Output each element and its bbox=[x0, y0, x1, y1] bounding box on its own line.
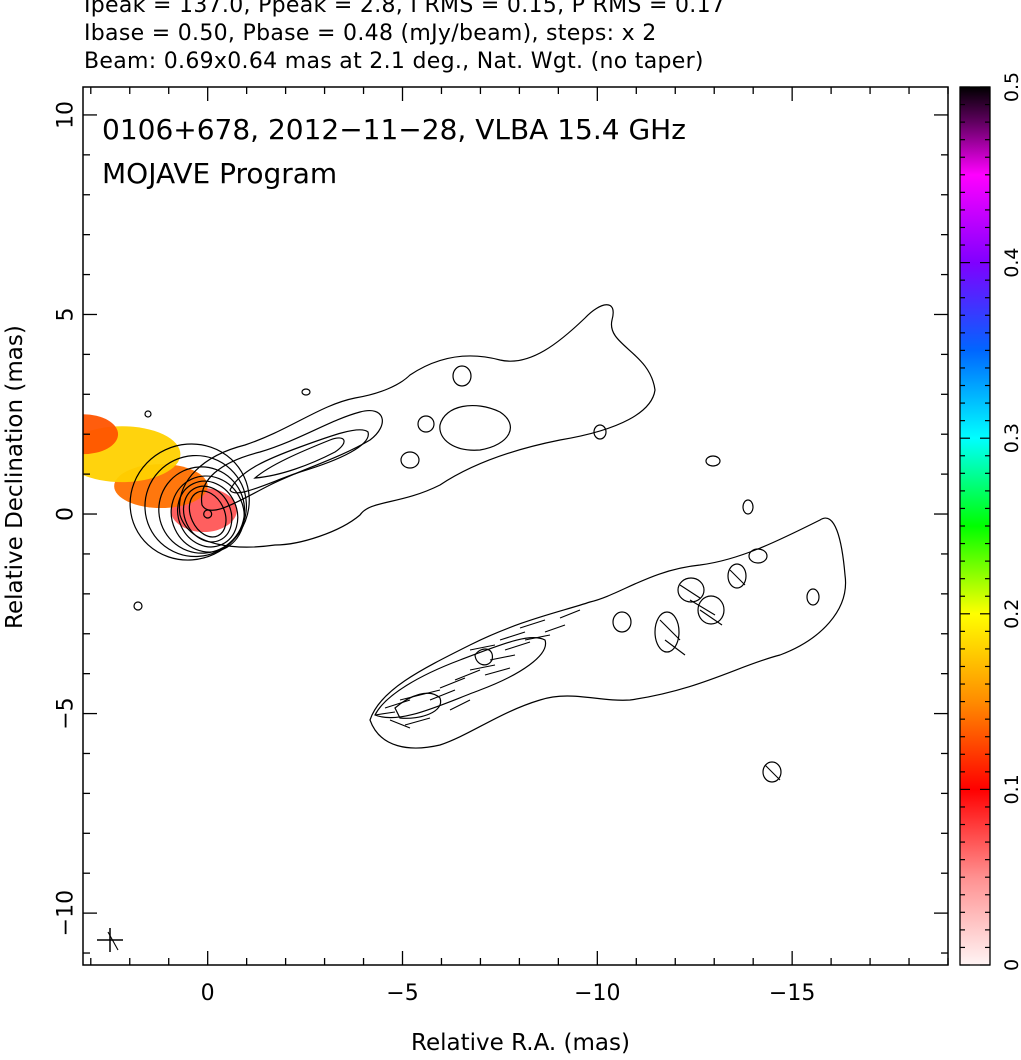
contour-path-0 bbox=[178, 304, 656, 548]
contour-blob-14 bbox=[301, 388, 311, 396]
core-contour-5 bbox=[144, 454, 248, 558]
contour-blob-9 bbox=[697, 595, 725, 625]
evpa-ticks bbox=[107, 569, 781, 951]
evpa-tick-4 bbox=[404, 717, 431, 726]
contour-path-2 bbox=[229, 429, 369, 494]
contour-blob-3 bbox=[593, 424, 607, 440]
evpa-tick-8 bbox=[489, 654, 516, 661]
beam-cross bbox=[97, 928, 123, 952]
axis-ticks bbox=[83, 87, 949, 965]
contour-blob-13 bbox=[762, 761, 782, 783]
evpa-tick-13 bbox=[499, 631, 526, 641]
evpa-tick-21 bbox=[689, 599, 716, 616]
header-line-1: Ipeak = 137.0, Ppeak = 2.8, I RMS = 0.15… bbox=[84, 0, 726, 18]
y-tick-label: 10 bbox=[54, 101, 79, 129]
core-contour-0 bbox=[188, 490, 227, 538]
contour-blob-5 bbox=[742, 499, 754, 515]
evpa-tick-1 bbox=[384, 699, 411, 709]
y-tick-label: −5 bbox=[54, 697, 79, 729]
evpa-tick-24 bbox=[664, 639, 686, 656]
contour-blob-2 bbox=[400, 451, 420, 469]
evpa-tick-23 bbox=[659, 619, 681, 641]
contour-blob-6 bbox=[748, 548, 768, 564]
evpa-tick-20 bbox=[679, 584, 701, 599]
evpa-tick-22 bbox=[699, 609, 723, 626]
evpa-tick-5 bbox=[439, 677, 466, 689]
contour-blob-12 bbox=[806, 588, 820, 606]
polarization-region-3 bbox=[83, 414, 119, 455]
evpa-tick-7 bbox=[469, 664, 496, 671]
evpa-tick-17 bbox=[484, 667, 511, 676]
chart-subtitle: MOJAVE Program bbox=[102, 157, 337, 190]
y-tick-label: −10 bbox=[54, 890, 79, 936]
core-contour-1 bbox=[182, 485, 233, 543]
colorbar-tick-label: 0.2 bbox=[1001, 599, 1021, 629]
x-axis-label: Relative R.A. (mas) bbox=[411, 1030, 630, 1056]
intensity-contours bbox=[129, 304, 847, 783]
chart-title: 0106+678, 2012−11−28, VLBA 15.4 GHz bbox=[102, 113, 686, 146]
evpa-tick-10 bbox=[524, 634, 551, 641]
evpa-tick-18 bbox=[389, 719, 411, 729]
evpa-tick-19 bbox=[519, 619, 546, 629]
contour-blob-0 bbox=[452, 365, 472, 387]
evpa-tick-6 bbox=[454, 669, 481, 681]
contour-path-3 bbox=[253, 437, 345, 479]
contour-path-7 bbox=[394, 692, 442, 719]
header-line-3: Beam: 0.69x0.64 mas at 2.1 deg., Nat. Wg… bbox=[84, 49, 704, 74]
contour-blob-7 bbox=[727, 563, 747, 589]
colorbar-tick-labels: 0 0.1 0.2 0.3 0.4 0.5 bbox=[1001, 72, 1021, 971]
colorbar-tick-label: 0.4 bbox=[1001, 247, 1021, 277]
contour-path-5 bbox=[369, 517, 847, 749]
plot-frame bbox=[82, 86, 949, 966]
x-tick-label: −5 bbox=[386, 981, 418, 1006]
y-tick-label: 0 bbox=[54, 507, 79, 521]
core-contour-4 bbox=[158, 466, 246, 554]
evpa-tick-0 bbox=[374, 711, 396, 716]
contour-path-1 bbox=[200, 410, 383, 511]
polarization-region-2 bbox=[83, 426, 181, 483]
y-tick-label: 5 bbox=[54, 307, 79, 321]
evpa-tick-11 bbox=[544, 624, 566, 633]
contour-blob-10 bbox=[654, 611, 680, 653]
contour-blob-1 bbox=[417, 415, 435, 433]
colorbar-tick-label: 0.1 bbox=[1001, 774, 1021, 804]
evpa-tick-14 bbox=[469, 644, 496, 651]
evpa-tick-16 bbox=[449, 699, 471, 711]
contour-blob-15 bbox=[144, 410, 152, 418]
colorbar-ticks bbox=[960, 86, 990, 966]
evpa-tick-15 bbox=[429, 689, 456, 701]
colorbar-tick-label: 0.3 bbox=[1001, 423, 1021, 453]
core-contour-6 bbox=[129, 443, 250, 561]
evpa-tick-26 bbox=[764, 764, 781, 781]
x-tick-label: −10 bbox=[574, 981, 620, 1006]
y-axis-label: Relative Declination (mas) bbox=[2, 325, 28, 629]
contour-blob-4 bbox=[705, 455, 721, 467]
evpa-tick-12 bbox=[559, 609, 581, 619]
header-line-2: Ibase = 0.50, Pbase = 0.48 (mJy/beam), s… bbox=[84, 21, 657, 46]
evpa-tick-2 bbox=[399, 694, 421, 701]
contour-blob-11 bbox=[612, 611, 632, 633]
x-tick-label: −15 bbox=[769, 981, 815, 1006]
contour-blob-16 bbox=[133, 601, 143, 611]
contour-path-4 bbox=[439, 404, 511, 451]
x-tick-label: 0 bbox=[201, 981, 215, 1006]
colorbar-tick-label: 0.5 bbox=[1001, 72, 1021, 102]
contour-blob-8 bbox=[677, 577, 705, 603]
axis-tick-labels: 0 −5 −10 −15 10 5 0 −5 −10 bbox=[54, 101, 816, 1006]
evpa-tick-25 bbox=[729, 569, 746, 586]
evpa-tick-9 bbox=[504, 641, 531, 651]
colorbar-tick-label: 0 bbox=[1001, 959, 1021, 971]
evpa-tick-3 bbox=[419, 689, 441, 696]
